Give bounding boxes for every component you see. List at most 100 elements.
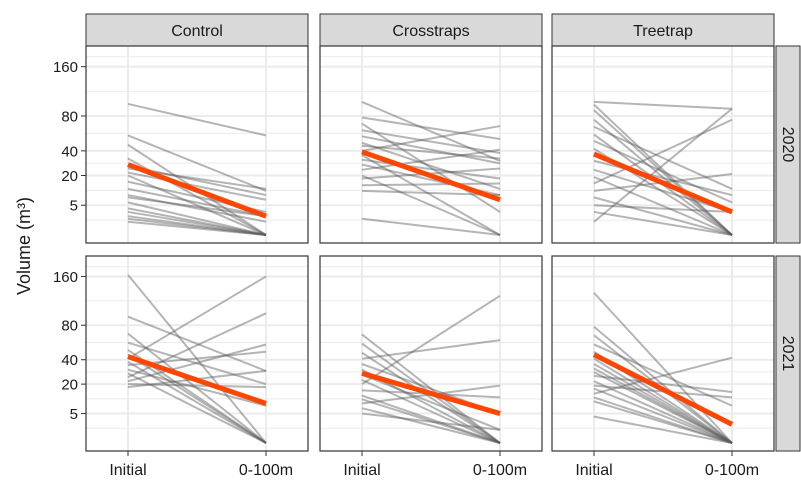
panel-background <box>552 256 774 451</box>
panel-background <box>320 46 542 243</box>
facet-strip-treetrap <box>551 13 775 47</box>
individual-line <box>593 380 733 444</box>
y-tick-label: 20 <box>61 168 78 185</box>
individual-line <box>127 315 267 372</box>
individual-line <box>593 204 733 213</box>
facet-strip-2021 <box>775 255 801 452</box>
individual-line <box>593 196 733 236</box>
individual-line <box>361 412 501 431</box>
individual-line <box>361 398 501 444</box>
individual-line <box>593 118 733 236</box>
individual-line <box>127 102 267 137</box>
panel-background <box>320 256 542 451</box>
individual-line <box>361 217 501 236</box>
facet-strip-crosstraps <box>319 13 543 47</box>
individual-line <box>127 174 267 236</box>
y-tick-label: 5 <box>70 406 78 423</box>
individual-line <box>593 356 733 395</box>
individual-line <box>127 360 267 444</box>
individual-line <box>361 182 501 187</box>
individual-line <box>127 353 267 444</box>
individual-line <box>593 374 733 394</box>
facet-label-crosstraps: Crosstraps <box>392 23 469 40</box>
individual-line <box>593 159 733 197</box>
individual-line <box>127 341 267 386</box>
individual-line <box>361 154 501 236</box>
individual-line <box>593 176 733 236</box>
individual-line <box>593 387 733 444</box>
individual-line <box>593 125 733 190</box>
individual-line <box>593 367 733 444</box>
individual-line <box>593 325 733 444</box>
individual-line <box>361 101 501 162</box>
individual-line <box>593 396 733 444</box>
x-tick-label: 0-100m <box>473 462 527 479</box>
y-tick-label: 160 <box>53 269 78 286</box>
individual-line <box>361 129 501 154</box>
individual-line <box>593 118 733 185</box>
individual-line <box>361 125 501 152</box>
panel-background <box>86 46 308 243</box>
y-tick-label: 40 <box>61 352 78 369</box>
individual-line <box>361 135 501 165</box>
individual-line <box>361 378 501 444</box>
individual-line <box>593 210 733 236</box>
y-tick-label: 80 <box>61 108 78 125</box>
individual-line <box>127 220 267 236</box>
facet-label-2021: 2021 <box>779 336 796 372</box>
individual-line <box>593 415 733 444</box>
individual-line <box>361 116 501 141</box>
individual-line <box>361 294 501 385</box>
x-tick-label: Initial <box>575 462 612 479</box>
individual-line <box>593 292 733 444</box>
y-tick-label: 80 <box>61 318 78 335</box>
facet-label-treetrap: Treetrap <box>633 23 693 40</box>
individual-line <box>127 372 267 444</box>
panel-border <box>551 255 775 452</box>
individual-line <box>361 158 501 180</box>
individual-line <box>361 141 501 190</box>
individual-line <box>593 107 733 223</box>
individual-line <box>127 207 267 236</box>
individual-line <box>593 139 733 204</box>
individual-line <box>127 274 267 444</box>
y-tick-label: 160 <box>53 59 78 76</box>
individual-line <box>593 103 733 236</box>
individual-line <box>361 144 501 160</box>
y-axis-title: Volume (m³) <box>14 197 34 295</box>
individual-line <box>127 187 267 218</box>
mean-line <box>592 352 734 427</box>
individual-line <box>593 371 733 444</box>
individual-line <box>361 407 501 444</box>
individual-line <box>127 210 267 236</box>
mean-line <box>127 162 267 219</box>
individual-line <box>593 357 733 444</box>
individual-line <box>593 363 733 444</box>
panel-border <box>319 45 543 244</box>
facet-label-control: Control <box>171 23 223 40</box>
individual-line <box>127 201 267 236</box>
individual-line <box>127 275 267 360</box>
x-tick-label: 0-100m <box>705 462 759 479</box>
individual-line <box>361 373 501 431</box>
individual-line <box>127 171 267 201</box>
panel-border <box>551 45 775 244</box>
individual-line <box>127 343 267 383</box>
facet-label-2020: 2020 <box>779 127 796 163</box>
x-tick-label: Initial <box>343 462 380 479</box>
x-tick-label: 0-100m <box>239 462 293 479</box>
y-tick-label: 40 <box>61 143 78 160</box>
individual-line <box>127 383 267 389</box>
individual-line <box>593 400 733 444</box>
facet-strip-control <box>85 13 309 47</box>
individual-line <box>593 343 733 407</box>
individual-line <box>361 394 501 444</box>
individual-line <box>361 174 501 236</box>
individual-line <box>127 368 267 407</box>
individual-line <box>361 351 501 444</box>
individual-line <box>127 196 267 218</box>
facet-strip-2020 <box>775 45 801 244</box>
panel-border <box>85 45 309 244</box>
